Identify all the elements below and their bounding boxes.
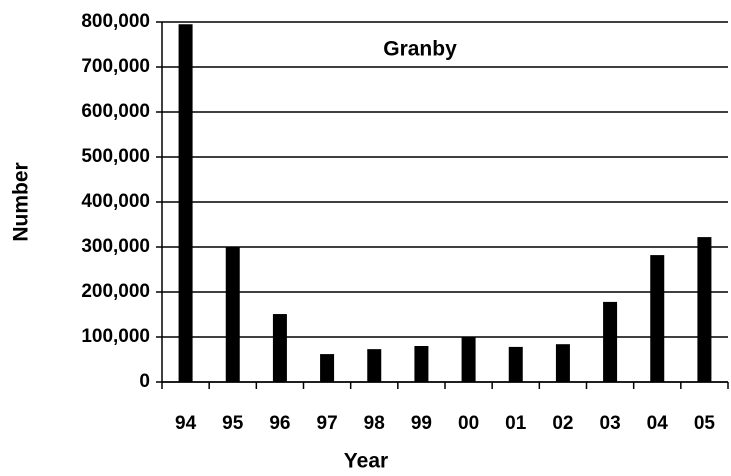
x-tick-label: 98 (364, 413, 385, 434)
bar (178, 24, 193, 382)
bar (555, 344, 570, 382)
chart-title: Granby (383, 38, 457, 61)
bar (508, 346, 523, 382)
bar (414, 346, 429, 382)
bar (225, 247, 240, 382)
y-tick-label: 800,000 (81, 11, 150, 32)
y-tick-label: 100,000 (81, 326, 150, 347)
y-tick-label: 600,000 (81, 101, 150, 122)
bar (650, 255, 665, 382)
x-axis-title: Year (344, 450, 388, 473)
bar (603, 301, 618, 382)
y-axis-title: Number (10, 162, 33, 241)
bar (697, 237, 712, 382)
x-tick-label: 04 (647, 413, 669, 434)
x-tick-label: 97 (317, 413, 338, 434)
y-tick-label: 700,000 (81, 56, 150, 77)
x-tick-label: 03 (600, 413, 621, 434)
x-tick-label: 96 (269, 413, 290, 434)
x-tick-label: 01 (505, 413, 527, 434)
x-tick-label: 02 (552, 413, 573, 434)
x-tick-label: 95 (222, 413, 244, 434)
bar (320, 354, 335, 382)
y-tick-label: 0 (139, 371, 150, 392)
y-tick-label: 500,000 (81, 146, 150, 167)
x-tick-label: 94 (175, 413, 197, 434)
bar (461, 337, 476, 382)
bar (367, 349, 382, 382)
x-tick-label: 05 (694, 413, 716, 434)
y-tick-label: 200,000 (81, 281, 150, 302)
x-tick-label: 00 (458, 413, 479, 434)
bar (272, 314, 287, 382)
y-tick-label: 300,000 (81, 236, 150, 257)
x-tick-label: 99 (411, 413, 432, 434)
y-tick-label: 400,000 (81, 191, 150, 212)
